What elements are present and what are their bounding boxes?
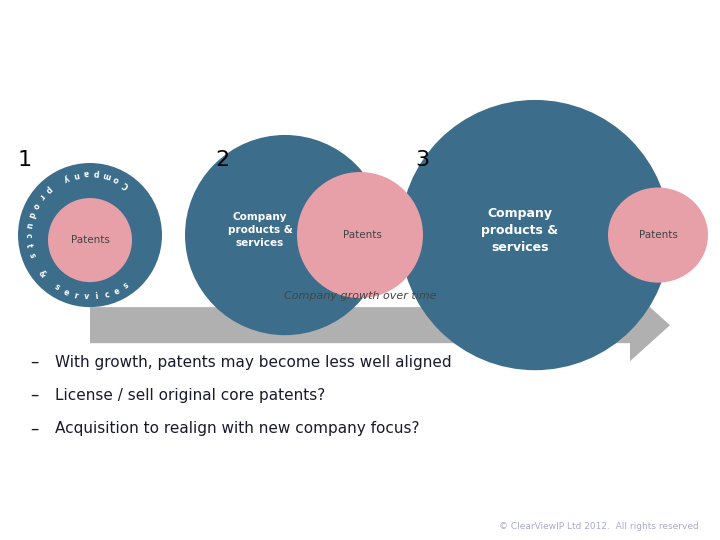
Text: t: t [24,243,34,248]
Text: c: c [104,290,110,300]
Text: © ClearViewIP Ltd 2012.  All rights reserved: © ClearViewIP Ltd 2012. All rights reser… [499,522,698,531]
Text: s: s [53,282,61,293]
Ellipse shape [608,187,708,282]
Text: –: – [30,353,38,371]
Ellipse shape [48,198,132,282]
Text: o: o [112,174,121,184]
Text: n: n [72,170,80,180]
Text: a: a [84,168,89,178]
Text: p: p [94,168,100,178]
Text: C: C [121,179,130,190]
Text: y: y [62,173,70,183]
Text: d: d [27,211,37,219]
Text: u: u [24,221,34,228]
Text: Company growth over time: Company growth over time [284,291,436,301]
Ellipse shape [297,172,423,298]
Text: r: r [73,291,78,300]
Text: Acquisition to realign with new company focus?: Acquisition to realign with new company … [55,421,420,436]
Text: 7: 7 [690,495,698,508]
Polygon shape [18,505,40,525]
Text: o: o [30,200,41,210]
Polygon shape [90,289,670,361]
Text: e: e [62,287,71,298]
Text: Patents: Patents [343,230,382,240]
Text: r: r [37,192,46,201]
Text: c: c [24,233,32,238]
Text: –: – [30,386,38,404]
Text: 1: 1 [18,150,32,170]
Text: –: – [30,419,38,437]
Ellipse shape [400,100,670,370]
Text: p: p [43,184,53,194]
Text: &: & [36,268,47,279]
Text: s: s [27,252,37,259]
Text: e: e [112,286,121,296]
Text: Company
products &
services: Company products & services [228,212,292,248]
Ellipse shape [18,163,162,307]
Text: 2: 2 [215,150,229,170]
Text: i: i [95,292,99,301]
Text: v: v [84,292,89,302]
Text: 3: 3 [415,150,429,170]
Text: License / sell original core patents?: License / sell original core patents? [55,388,325,403]
Text: Divergence: Divergence [241,21,479,63]
Text: Patents: Patents [639,230,678,240]
Ellipse shape [185,135,385,335]
Text: Company
products &
services: Company products & services [482,207,559,254]
Text: m: m [102,170,112,181]
Text: Patents: Patents [71,235,109,245]
Text: s: s [121,281,130,291]
Text: ClearViewIP: ClearViewIP [58,508,131,521]
Text: With growth, patents may become less well aligned: With growth, patents may become less wel… [55,355,451,370]
